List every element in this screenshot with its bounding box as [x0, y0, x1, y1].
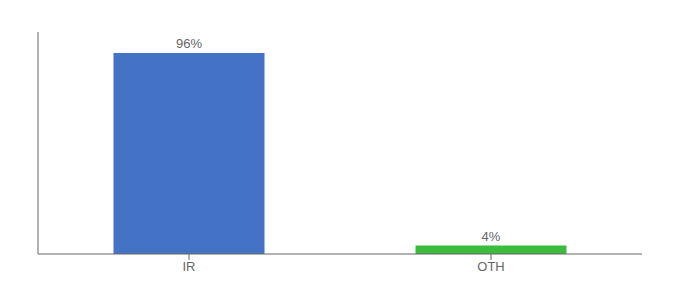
svg-text:96%: 96% [176, 36, 202, 51]
svg-text:OTH: OTH [477, 259, 504, 274]
svg-text:4%: 4% [482, 229, 501, 244]
svg-text:IR: IR [183, 259, 196, 274]
